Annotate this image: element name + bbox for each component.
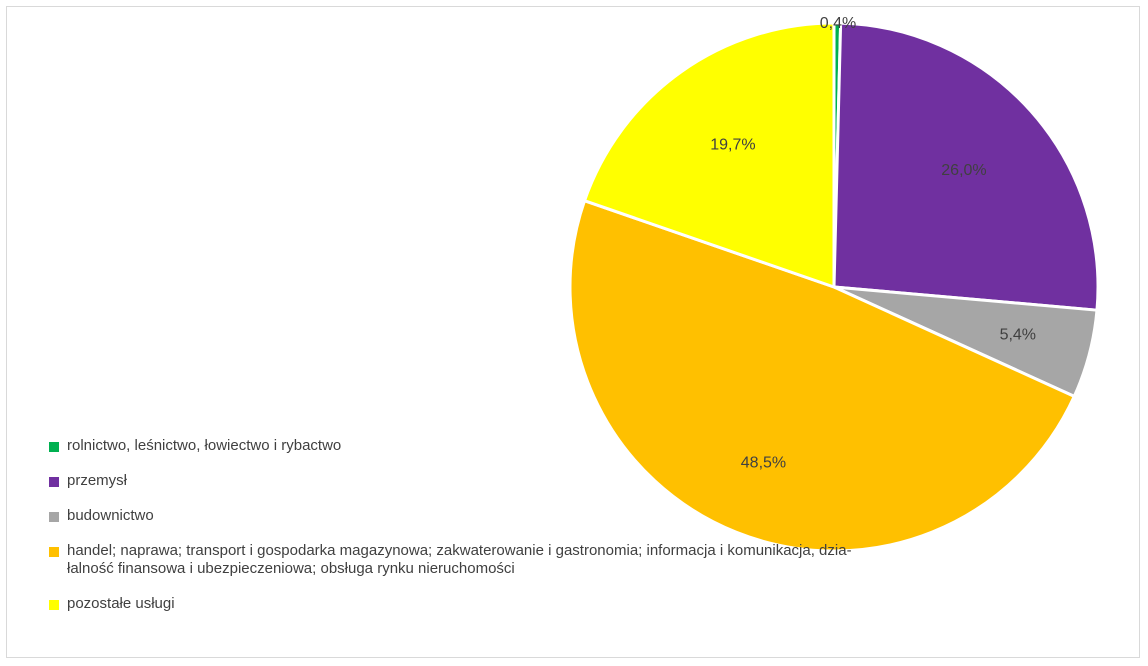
- pie-slice: [832, 21, 1100, 312]
- legend-swatch: [49, 477, 59, 487]
- slice-data-label: 48,5%: [741, 455, 786, 472]
- legend-swatch: [49, 600, 59, 610]
- legend-label-line-2: łalność finansowa i ubezpieczeniowa; obs…: [67, 560, 515, 577]
- legend-swatch: [49, 512, 59, 522]
- legend: rolnictwo, leśnictwo, łowiectwo i rybact…: [49, 437, 1089, 630]
- legend-label: budownictwo: [67, 507, 154, 524]
- pie-chart: 0,4% 26,0% 5,4% 48,5% 19,7%: [568, 15, 1100, 553]
- slice-data-label: 5,4%: [1000, 327, 1036, 344]
- pie-labels: 0,4% 26,0% 5,4% 48,5% 19,7%: [710, 15, 1036, 472]
- chart-frame: 0,4% 26,0% 5,4% 48,5% 19,7% rolnictwo, leśni…: [6, 6, 1140, 658]
- legend-label: pozostałe usługi: [67, 595, 175, 612]
- legend-swatch: [49, 547, 59, 557]
- slice-data-label: 26,0%: [941, 162, 986, 179]
- legend-item-pozostale-uslugi: pozostałe usługi: [49, 595, 1089, 613]
- legend-item-rolnictwo: rolnictwo, leśnictwo, łowiectwo i rybact…: [49, 437, 1089, 455]
- legend-item-handel: handel; naprawa; transport i gospodarka …: [49, 542, 1089, 578]
- legend-item-budownictwo: budownictwo: [49, 507, 1089, 525]
- pie-slice: [568, 198, 1077, 553]
- legend-label: rolnictwo, leśnictwo, łowiectwo i rybact…: [67, 437, 342, 454]
- pie-slices: [568, 21, 1100, 553]
- legend-label-line-1: handel; naprawa; transport i gospodarka …: [67, 542, 852, 559]
- slice-data-label: 19,7%: [710, 136, 755, 153]
- slice-data-label: 0,4%: [820, 15, 856, 32]
- legend-swatch: [49, 442, 59, 452]
- pie-slice: [582, 21, 836, 290]
- legend-item-przemysl: przemysł: [49, 472, 1089, 490]
- legend-label: przemysł: [67, 472, 128, 489]
